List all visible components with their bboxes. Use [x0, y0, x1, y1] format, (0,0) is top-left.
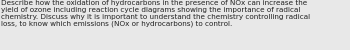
Text: Describe how the oxidation of hydrocarbons in the presence of NOx can increase t: Describe how the oxidation of hydrocarbo… — [1, 0, 310, 27]
